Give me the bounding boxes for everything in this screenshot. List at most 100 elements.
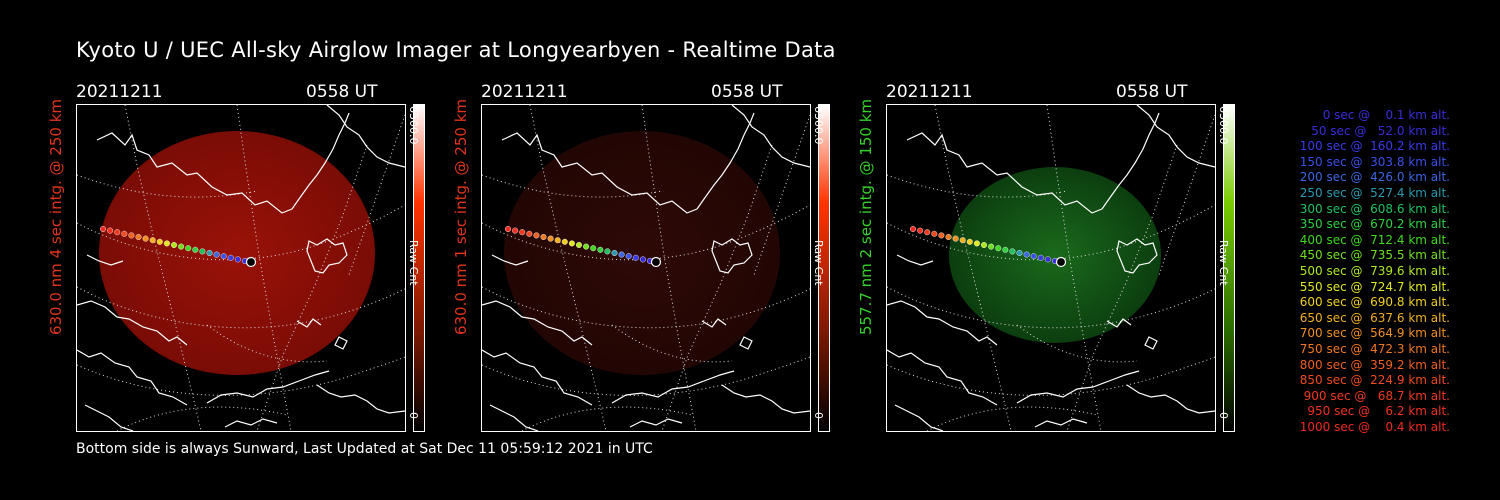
map-grid-line [521, 406, 693, 431]
trajectory-point [625, 253, 632, 260]
map-grid-line [887, 286, 1215, 329]
legend-entry: 0 sec @ 0.1 km alt. [1322, 108, 1450, 122]
map-grid-line [1016, 324, 1138, 363]
panel-wavelength-label: 630.0 nm 4 sec intg. @ 250 km [47, 98, 65, 336]
legend-entry: 450 sec @ 735.5 km alt. [1299, 248, 1450, 263]
trajectory-point [988, 243, 995, 250]
trajectory-point [931, 230, 938, 237]
trajectory-point [206, 249, 213, 256]
coastline [894, 404, 944, 431]
coastline [629, 418, 683, 428]
trajectory-point [135, 233, 142, 240]
coastline [1126, 384, 1215, 414]
trajectory-point [533, 232, 540, 239]
coastline [206, 370, 330, 404]
allsky-map [482, 105, 810, 431]
trajectory-point [142, 235, 149, 242]
coastline [482, 349, 593, 406]
trajectory-point [1016, 249, 1023, 256]
trajectory-point [526, 230, 533, 237]
trajectory-point [952, 235, 959, 242]
coastline [491, 254, 529, 266]
trajectory-point [575, 241, 582, 248]
map-grid-line [482, 204, 810, 261]
coastline [489, 404, 539, 431]
colorbar-max-label: 6500.0 [407, 106, 420, 145]
coastline [701, 318, 727, 328]
allsky-image [76, 104, 406, 432]
panel-wavelength-label: 630.0 nm 1 sec intg. @ 250 km [452, 98, 470, 336]
trajectory-point [178, 243, 185, 250]
trajectory-point [163, 240, 170, 247]
panel-time: 0558 UT [1116, 82, 1188, 102]
trajectory-point [1044, 256, 1051, 263]
coastline [1144, 336, 1158, 350]
colorbar-unit-label: Raw Cnt [1217, 240, 1230, 286]
coastline [1116, 238, 1158, 274]
station-marker [650, 256, 662, 268]
colorbar-min-label: 0 [1217, 412, 1230, 419]
trajectory-point [632, 254, 639, 261]
allsky-map [887, 105, 1215, 431]
coastline [482, 300, 593, 346]
trajectory-point [568, 240, 575, 247]
trajectory-point [213, 251, 220, 258]
colorbar-max-label: 6500.0 [1217, 106, 1230, 145]
trajectory-point [1030, 253, 1037, 260]
map-grid-line [77, 356, 405, 396]
map-grid-line [753, 114, 810, 276]
colorbar-min-label: 0 [407, 412, 420, 419]
trajectory-point [107, 227, 114, 234]
trajectory-point [519, 229, 526, 236]
coastline [334, 336, 348, 350]
trajectory-point [114, 229, 121, 236]
colorbar-min-label: 0 [812, 412, 825, 419]
trajectory-point [512, 227, 519, 234]
colorbar [413, 104, 425, 432]
trajectory-point [639, 256, 646, 263]
coastline [1034, 418, 1088, 428]
colorbar-max-label: 6500.0 [812, 106, 825, 145]
legend-entry: 350 sec @ 670.2 km alt. [1299, 217, 1450, 232]
trajectory-point [554, 237, 561, 244]
map-grid-line [529, 105, 607, 431]
legend-entry: 750 sec @ 472.3 km alt. [1299, 341, 1450, 356]
trajectory-point [618, 251, 625, 258]
coastline [887, 349, 998, 406]
panel-date: 20211211 [481, 82, 568, 102]
coastline [721, 384, 810, 414]
coastline [887, 300, 998, 346]
airglow-panel-630-1sec: 20211211 0558 UT 630.0 nm 1 sec intg. @ 25… [452, 82, 861, 432]
map-grid-line [611, 324, 733, 363]
panel-wavelength-label: 557.7 nm 2 sec intg. @ 150 km [857, 98, 875, 336]
legend-entry: 900 sec @ 68.7 km alt. [1303, 388, 1450, 403]
legend-entry: 950 sec @ 6.2 km alt. [1307, 404, 1450, 419]
coastline [296, 318, 322, 328]
legend-entry: 850 sec @ 224.9 km alt. [1299, 373, 1450, 388]
map-grid-line [887, 204, 1215, 261]
airglow-field [949, 167, 1161, 343]
trajectory-point [590, 245, 597, 252]
map-grid-line [77, 174, 258, 198]
map-grid-line [926, 406, 1098, 431]
trajectory-point [185, 245, 192, 252]
footer-note: Bottom side is always Sunward, Last Upda… [76, 441, 653, 457]
trajectory-point [156, 238, 163, 245]
map-grid-line [482, 286, 810, 329]
coastline [896, 254, 934, 266]
panel-time: 0558 UT [306, 82, 378, 102]
trajectory-point [149, 237, 156, 244]
legend-entry: 100 sec @ 160.2 km alt. [1299, 139, 1450, 154]
coastline [96, 132, 293, 214]
coastline [1136, 105, 1215, 168]
map-grid-line [482, 356, 810, 396]
coastline [611, 370, 735, 404]
trajectory-point [227, 254, 234, 261]
trajectory-legend: 0 sec @ 0.1 km alt. 50 sec @ 52.0 km alt.… [1260, 108, 1450, 435]
map-grid-line [887, 174, 1068, 198]
trajectory-point [611, 249, 618, 256]
trajectory-point [192, 246, 199, 253]
trajectory-point [980, 241, 987, 248]
coastline [316, 384, 405, 414]
trajectory-point [924, 229, 931, 236]
